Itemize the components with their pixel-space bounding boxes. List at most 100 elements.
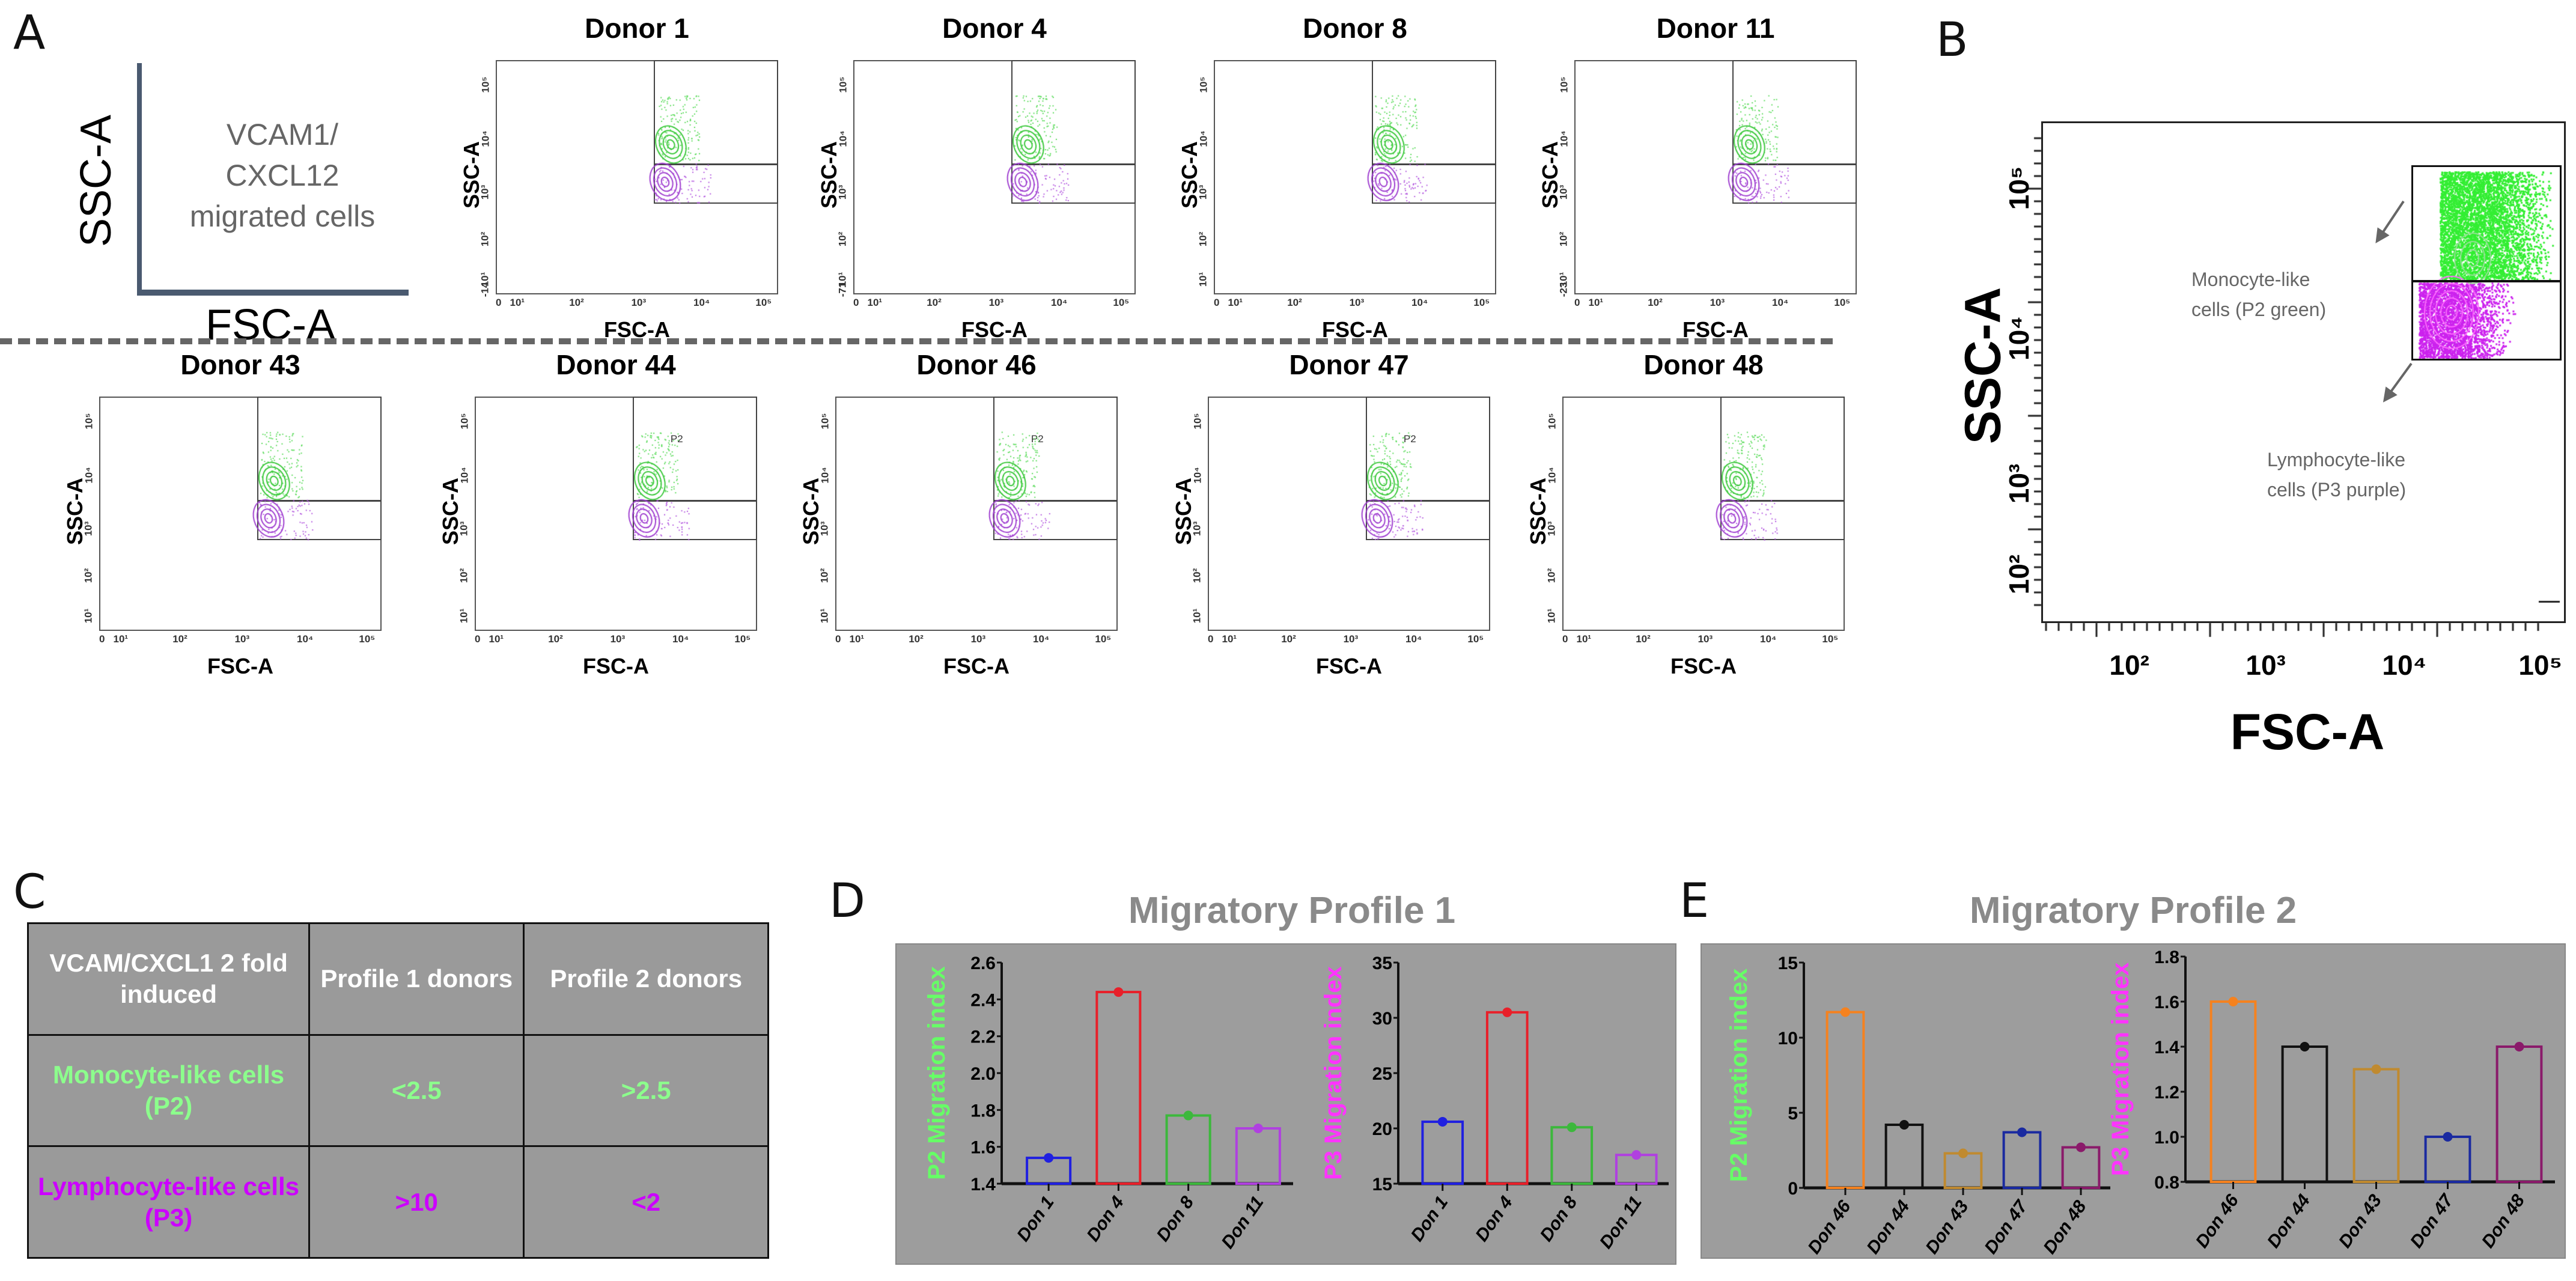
flow-scatter <box>1532 12 1893 336</box>
data-point <box>2371 1064 2381 1074</box>
flow-scatter <box>1520 348 1881 673</box>
x-tick-label: 10³ <box>2246 650 2286 681</box>
panel-b-plot: SSC-A FSC-A Monocyte-like cells (P2 gree… <box>1911 90 2576 769</box>
x-tick-label: Don 43 <box>1922 1197 1973 1258</box>
bar <box>2209 1000 2257 1183</box>
table-cell: Monocyte-like cells (P2) <box>26 1033 311 1148</box>
lymphocyte-annotation: Lymphocyte-like cells (P3 purple) <box>2267 445 2406 505</box>
x-tick-label: 10² <box>2109 650 2149 681</box>
table-row: Lymphocyte-like cells (P3) >10 <2 <box>26 1145 769 1259</box>
x-tick-label: 10⁴ <box>2382 650 2427 681</box>
data-point <box>1631 1150 1642 1160</box>
y-tick-label: 15 <box>1778 954 1798 973</box>
data-point <box>1437 1116 1448 1127</box>
y-axis-label: P2 Migration index <box>924 966 950 1180</box>
schematic-text-line: VCAM1/ <box>226 118 339 151</box>
bar <box>1884 1124 1924 1189</box>
x-tick-label: Don 46 <box>2192 1191 2243 1252</box>
schematic-x-axis <box>137 290 409 296</box>
annotation-line: Monocyte-like <box>2191 269 2310 290</box>
data-point <box>1899 1120 1909 1130</box>
flow-plot: Donor 48 FSC-A SSC-A010¹10²10³10⁴10⁵10⁵1… <box>1520 348 1881 678</box>
panel-label-c: C <box>13 865 46 919</box>
x-tick-label: Don 46 <box>1804 1197 1855 1258</box>
flow-plot: Donor 1 FSC-A SSC-A010¹10²10³10⁴10⁵10⁵10… <box>454 12 814 342</box>
y-tick-label: 30 <box>1372 1009 1392 1029</box>
data-point <box>2514 1042 2524 1051</box>
flow-scatter <box>454 12 814 336</box>
panel-b-gate <box>2411 165 2562 361</box>
schematic-y-label: SSC-A <box>72 114 120 248</box>
bar <box>2281 1045 2328 1183</box>
table-cell: Lymphocyte-like cells (P3) <box>26 1145 311 1259</box>
bar <box>1421 1120 1464 1185</box>
x-tick-label: Don 8 <box>1153 1193 1198 1245</box>
flow-scatter <box>433 348 793 673</box>
bar <box>2495 1045 2543 1183</box>
y-tick-label: 0.8 <box>2154 1173 2179 1193</box>
chart-title-profile-2: Migratory Profile 2 <box>1969 890 2297 931</box>
flow-plot: Donor 11 FSC-A SSC-A010¹10²10³10⁴10⁵10⁵1… <box>1532 12 1893 342</box>
panel-b-scatter <box>1911 90 2576 769</box>
panel-label-d: D <box>829 874 866 928</box>
table-header-cell: VCAM/CXCL1 2 fold induced <box>26 922 311 1036</box>
data-point <box>1183 1110 1193 1121</box>
data-point <box>2017 1127 2027 1137</box>
bar <box>2424 1136 2471 1183</box>
y-tick-label: 1.4 <box>970 1175 996 1194</box>
bar <box>2002 1131 2042 1189</box>
flow-scatter <box>793 348 1154 673</box>
bar <box>2352 1068 2400 1183</box>
y-tick-label: 1.0 <box>2154 1128 2179 1148</box>
y-tick-label: 1.8 <box>970 1101 996 1121</box>
table-header-row: VCAM/CXCL1 2 fold induced Profile 1 dono… <box>26 922 769 1036</box>
panel-b-arrows <box>2375 200 2413 403</box>
schematic-text-line: migrated cells <box>189 199 376 233</box>
x-tick-label: Don 8 <box>1536 1193 1582 1245</box>
bar <box>1550 1126 1594 1185</box>
x-tick-label: Don 1 <box>1013 1193 1058 1245</box>
x-tick-label: Don 44 <box>2264 1191 2315 1252</box>
data-point <box>1841 1007 1850 1017</box>
table-header-cell: Profile 1 donors <box>308 922 525 1036</box>
data-point <box>1253 1124 1263 1133</box>
x-tick-label: Don 44 <box>1863 1197 1914 1258</box>
y-tick-label: 10 <box>1778 1029 1798 1048</box>
y-tick-label: 10² <box>2003 554 2035 594</box>
bar <box>1165 1114 1211 1185</box>
panel-d: 1.4 1.6 1.8 2.0 2.2 2.4 2.6 P2 Migration index D… <box>895 943 1676 1265</box>
flow-scatter <box>1166 348 1526 673</box>
x-tick-label: Don 1 <box>1407 1193 1452 1245</box>
annotation-line: cells (P2 green) <box>2191 299 2327 320</box>
x-tick-label: 10⁵ <box>2518 650 2563 681</box>
y-tick-label: 15 <box>1372 1175 1392 1194</box>
data-point <box>2300 1042 2310 1051</box>
flow-plot: Donor 4 FSC-A SSC-A010¹10²10³10⁴10⁵10⁵10… <box>811 12 1172 342</box>
y-tick-label: 10³ <box>2003 463 2035 504</box>
y-tick-label: 1.6 <box>970 1138 996 1158</box>
x-tick-label: Don 47 <box>1981 1196 2032 1258</box>
y-tick-label: 1.2 <box>2154 1083 2179 1103</box>
data-point <box>1567 1122 1577 1133</box>
y-axis-label: P3 Migration index <box>2107 963 2134 1176</box>
flow-scatter <box>1172 12 1532 336</box>
panel-e: 0 5 10 15 P2 Migration index Don 46 Don 44 Don … <box>1701 943 2566 1259</box>
y-tick-label: 1.8 <box>2154 948 2179 967</box>
bar <box>1235 1127 1281 1185</box>
table-cell: <2 <box>523 1145 769 1259</box>
y-tick-label: 35 <box>1372 954 1392 973</box>
flow-plot: Donor 46 P2 FSC-A SSC-A010¹10²10³10⁴10⁵1… <box>793 348 1154 678</box>
table-cell: <2.5 <box>308 1033 525 1148</box>
bar <box>1485 1011 1529 1185</box>
data-point <box>1958 1148 1968 1158</box>
x-tick-label: Don 11 <box>1217 1193 1267 1252</box>
panel-b-x-label: FSC-A <box>2230 704 2385 760</box>
table-row: Monocyte-like cells (P2) <2.5 >2.5 <box>26 1033 769 1148</box>
data-point <box>2443 1132 2453 1142</box>
schematic-text: VCAM1/ CXCL12 migrated cells <box>156 114 409 237</box>
x-tick-label: Don 48 <box>2478 1191 2529 1252</box>
panel-label-e: E <box>1679 874 1710 928</box>
monocyte-annotation: Monocyte-like cells (P2 green) <box>2191 264 2326 324</box>
bar <box>1943 1152 1983 1189</box>
flow-scatter <box>57 348 418 673</box>
